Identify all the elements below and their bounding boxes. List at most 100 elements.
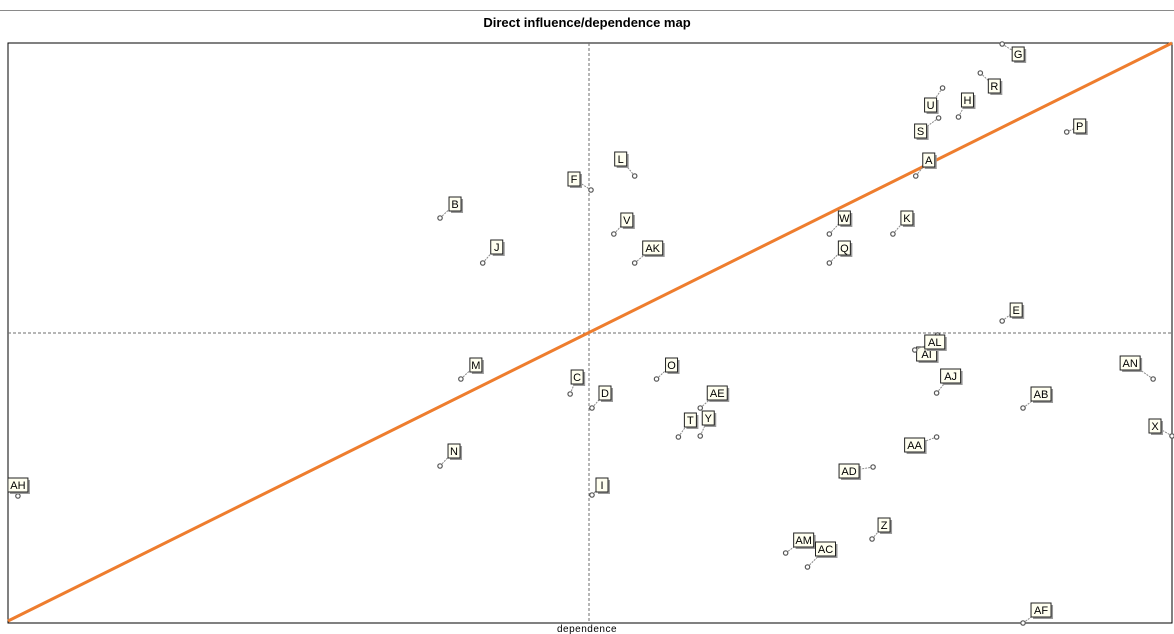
point-label: U <box>927 100 935 112</box>
point-marker <box>870 464 876 470</box>
point-label: K <box>903 213 911 225</box>
point-c: C <box>567 369 586 397</box>
point-marker <box>631 260 638 266</box>
point-b: B <box>437 196 464 221</box>
point-l: L <box>614 151 638 179</box>
point-leader-line <box>829 247 845 264</box>
point-marker <box>955 114 962 120</box>
point-label: C <box>573 372 581 384</box>
point-marker <box>1063 129 1070 135</box>
point-marker <box>611 231 617 237</box>
point-label-box <box>815 541 837 557</box>
point-label-box <box>1073 118 1087 134</box>
point-marker <box>697 405 704 411</box>
point-label: L <box>618 154 624 166</box>
point-label: V <box>623 215 631 227</box>
point-o: O <box>653 357 680 382</box>
point-marker <box>804 564 811 570</box>
point-label-box <box>469 357 483 373</box>
point-label: AM <box>795 535 812 547</box>
point-leader-line <box>677 419 691 438</box>
point-label: AC <box>818 544 833 556</box>
point-e: E <box>999 302 1025 324</box>
point-label-box <box>987 78 1001 94</box>
point-label: J <box>494 242 500 254</box>
point-label: S <box>917 126 924 138</box>
point-leader-line <box>892 217 908 235</box>
point-d: D <box>589 385 613 411</box>
chart-title: Direct influence/dependence map <box>483 15 691 30</box>
point-marker <box>826 231 833 237</box>
point-marker <box>589 405 595 411</box>
point-marker <box>458 376 464 382</box>
point-label: AD <box>841 466 856 478</box>
point-label-box <box>7 477 29 493</box>
point-marker <box>890 231 896 237</box>
point-marker <box>999 318 1005 324</box>
point-label: T <box>687 415 694 427</box>
point-marker <box>631 173 638 179</box>
point-f: F <box>567 171 594 193</box>
point-a: A <box>912 152 937 179</box>
point-q: Q <box>826 240 853 266</box>
point-label-box <box>837 210 851 226</box>
point-marker <box>437 463 443 469</box>
point-aa: AA <box>904 434 940 454</box>
point-label-box <box>595 477 609 493</box>
trend-line <box>7 41 1173 623</box>
point-label: O <box>667 360 676 372</box>
point-label: Q <box>840 243 849 255</box>
point-marker <box>589 492 595 498</box>
point-label-box <box>1011 46 1025 62</box>
point-label: AJ <box>944 371 957 383</box>
point-leader-line <box>1129 362 1154 380</box>
point-ae: AE <box>697 385 730 411</box>
point-label-box <box>793 532 815 548</box>
point-label: G <box>1014 49 1023 61</box>
point-label: R <box>990 81 998 93</box>
point-marker <box>1020 405 1026 411</box>
point-label: Z <box>881 520 888 532</box>
point-marker <box>1150 376 1156 382</box>
point-leader-line <box>460 364 477 380</box>
point-label: P <box>1076 121 1083 133</box>
point-label: AH <box>10 480 25 492</box>
point-label-box <box>1009 302 1023 318</box>
point-marker <box>653 376 660 382</box>
point-marker <box>1020 620 1026 626</box>
point-label-box <box>940 368 962 384</box>
point-label-box <box>567 171 581 187</box>
point-leader-line <box>482 246 498 264</box>
point-label-box <box>877 517 891 533</box>
point-label-box <box>683 412 697 428</box>
point-ak: AK <box>631 240 665 266</box>
point-marker <box>933 434 940 440</box>
point-label: AL <box>928 337 941 349</box>
point-label-box <box>1030 386 1052 402</box>
point-label: N <box>450 446 458 458</box>
point-marker <box>826 260 833 266</box>
point-label-box <box>570 369 584 385</box>
point-u: U <box>924 85 946 114</box>
point-ad: AD <box>838 463 876 480</box>
point-marker <box>911 347 918 353</box>
point-label: AK <box>645 243 660 255</box>
point-s: S <box>914 115 942 140</box>
point-w: W <box>826 210 853 237</box>
point-leader-line <box>656 364 672 380</box>
point-label: AN <box>1122 358 1137 370</box>
point-marker <box>675 434 682 440</box>
x-axis-label: dependence <box>556 624 618 634</box>
point-label-box <box>701 410 715 426</box>
point-marker <box>479 260 486 266</box>
point-marker <box>912 173 919 179</box>
top-divider <box>0 10 1174 11</box>
point-label-box <box>448 196 462 212</box>
point-z: Z <box>869 517 893 542</box>
point-g: G <box>999 41 1027 63</box>
point-al: AL <box>911 334 947 353</box>
point-marker <box>939 85 946 91</box>
point-v: V <box>611 212 635 237</box>
